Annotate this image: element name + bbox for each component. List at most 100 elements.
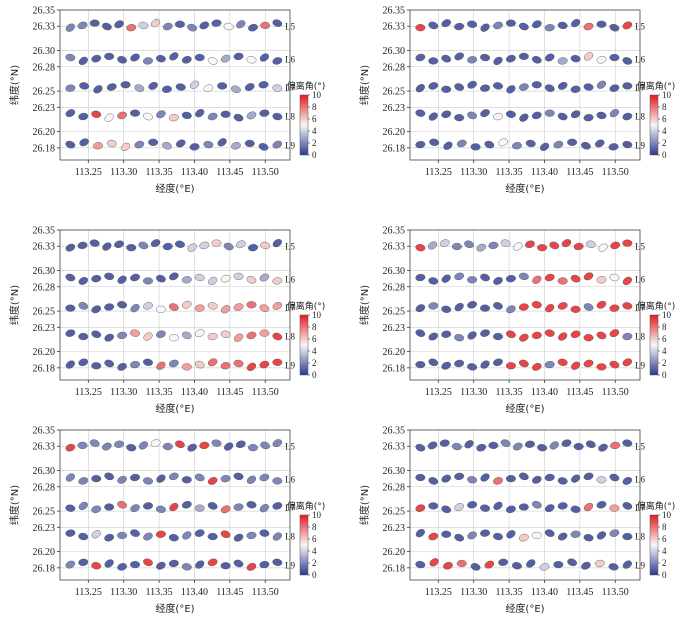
measurement-ellipse — [143, 502, 153, 510]
measurement-ellipse — [428, 21, 439, 30]
measurement-ellipse — [526, 559, 536, 568]
measurement-ellipse — [272, 19, 283, 27]
measurement-ellipse — [174, 240, 185, 248]
measurement-ellipse — [415, 360, 426, 369]
measurement-ellipse — [428, 302, 439, 310]
measurement-ellipse — [77, 441, 88, 450]
y-tick-label: 26.35 — [33, 6, 56, 17]
measurement-ellipse — [557, 277, 568, 285]
measurement-ellipse — [544, 84, 555, 92]
measurement-ellipse — [114, 20, 124, 29]
colorbar-tick-label: 6 — [312, 534, 317, 544]
measurement-ellipse — [561, 239, 572, 248]
measurement-ellipse — [518, 52, 529, 60]
measurement-ellipse — [91, 505, 102, 514]
y-tick-label: 26.23 — [383, 323, 406, 334]
measurement-ellipse — [622, 21, 633, 30]
x-tick-label: 113.30 — [110, 387, 137, 398]
measurement-ellipse — [456, 139, 467, 148]
colorbar-gradient — [299, 94, 309, 156]
measurement-ellipse — [493, 21, 503, 30]
y-axis-title: 纬度(°N) — [8, 485, 21, 525]
measurement-ellipse — [120, 81, 131, 89]
measurement-ellipse — [443, 561, 453, 570]
y-axis-title: 纬度(°N) — [8, 285, 21, 325]
measurement-ellipse — [531, 56, 542, 64]
measurement-ellipse — [610, 241, 621, 250]
measurement-ellipse — [259, 529, 270, 537]
measurement-ellipse — [117, 475, 127, 484]
measurement-ellipse — [441, 505, 452, 514]
measurement-ellipse — [622, 532, 633, 541]
colorbar-gradient — [299, 514, 309, 576]
measurement-ellipse — [246, 301, 257, 309]
y-axis-title: 纬度(°N) — [358, 65, 371, 105]
measurement-ellipse — [65, 243, 76, 252]
measurement-ellipse — [428, 532, 439, 541]
colorbar-title: 偏离角(°) — [637, 500, 676, 512]
measurement-ellipse — [65, 360, 75, 369]
colorbar-tick-label: 10 — [662, 510, 672, 520]
measurement-ellipse — [156, 361, 166, 370]
measurement-ellipse — [428, 358, 439, 367]
x-tick-label: 113.25 — [75, 167, 102, 178]
measurement-ellipse — [571, 361, 581, 370]
y-tick-label: 26.30 — [383, 46, 406, 57]
y-tick-label: 26.28 — [33, 282, 56, 293]
colorbar-tick-label: 8 — [312, 322, 317, 332]
measurement-ellipse — [78, 532, 89, 541]
measurement-ellipse — [493, 477, 503, 485]
measurement-ellipse — [544, 273, 555, 282]
measurement-ellipse — [89, 439, 100, 447]
measurement-ellipse — [156, 561, 166, 570]
colorbar-title: 偏离角(°) — [287, 500, 326, 512]
measurement-ellipse — [272, 112, 283, 121]
measurement-ellipse — [65, 23, 75, 32]
measurement-ellipse — [78, 277, 89, 285]
measurement-ellipse — [138, 21, 149, 30]
measurement-ellipse — [544, 504, 555, 513]
measurement-ellipse — [567, 558, 578, 567]
measurement-ellipse — [260, 441, 271, 450]
measurement-ellipse — [505, 110, 516, 118]
measurement-ellipse — [148, 138, 159, 146]
colorbar-tick-label: 8 — [312, 522, 317, 532]
colorbar-tick-label: 8 — [662, 322, 667, 332]
measurement-ellipse — [259, 504, 269, 513]
x-tick-label: 113.35 — [496, 587, 523, 598]
measurement-ellipse — [104, 533, 115, 542]
measurement-ellipse — [207, 112, 218, 121]
plot-frame — [59, 229, 291, 381]
x-tick-label: 113.25 — [425, 587, 452, 598]
measurement-ellipse — [207, 332, 218, 341]
y-tick-label: 26.23 — [33, 103, 56, 114]
y-tick-label: 26.18 — [33, 363, 56, 374]
measurement-ellipse — [557, 502, 568, 510]
measurement-ellipse — [233, 472, 244, 481]
y-tick-label: 26.25 — [33, 307, 56, 318]
measurement-ellipse — [130, 109, 141, 117]
colorbar-tick-label: 0 — [662, 370, 667, 380]
measurement-ellipse — [104, 113, 114, 122]
measurement-ellipse — [220, 330, 231, 338]
colorbar-tick-label: 10 — [312, 90, 322, 100]
measurement-ellipse — [454, 52, 464, 61]
measurement-ellipse — [143, 112, 153, 121]
measurement-ellipse — [609, 329, 620, 338]
measurement-ellipse — [104, 52, 115, 60]
measurement-ellipse — [518, 22, 529, 31]
measurement-ellipse — [259, 53, 269, 62]
colorbar-gradient — [649, 514, 659, 576]
measurement-ellipse — [223, 22, 234, 31]
measurement-ellipse — [428, 477, 439, 485]
colorbar-tick-label: 8 — [662, 102, 667, 112]
measurement-ellipse — [181, 363, 192, 371]
x-tick-label: 113.50 — [252, 587, 279, 598]
measurement-ellipse — [429, 138, 440, 146]
measurement-ellipse — [439, 239, 450, 247]
measurement-ellipse — [596, 363, 607, 371]
plot-frame — [409, 229, 641, 381]
measurement-ellipse — [493, 501, 503, 511]
x-tick-label: 113.25 — [75, 587, 102, 598]
measurement-ellipse — [415, 473, 426, 482]
